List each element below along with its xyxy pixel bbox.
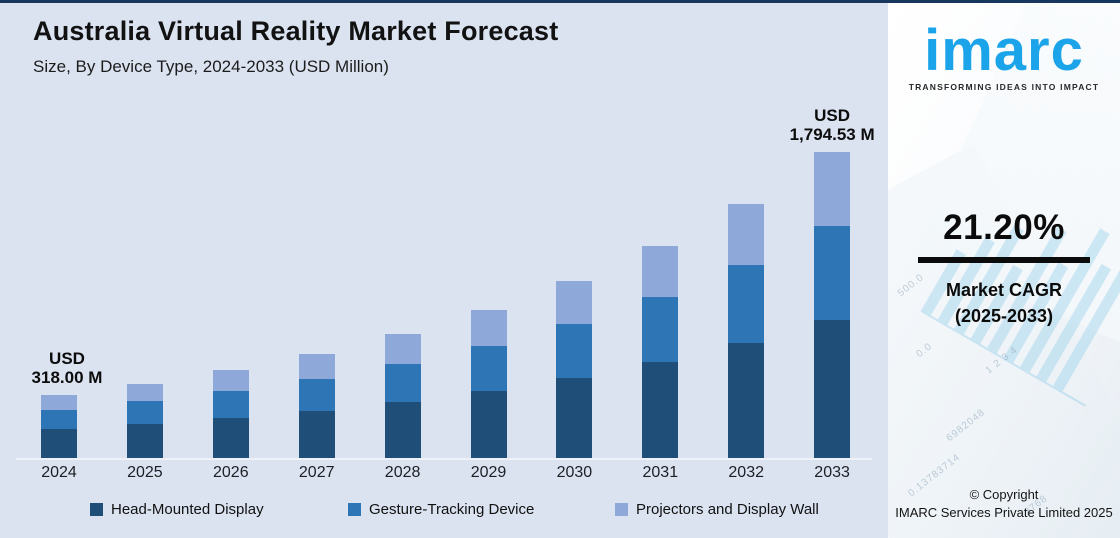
bar-segment [728,264,765,343]
bar-segment [814,319,851,458]
decor-number: 6982048 [944,407,988,444]
bar-2026 [212,370,249,458]
decor-paper-sheet [888,143,1120,538]
bar-2024 [41,394,77,458]
bar-segment [41,394,77,410]
bar-segment [126,383,163,402]
x-axis-label: 2027 [298,464,335,481]
bar-segment [41,428,77,458]
bar-segment [556,377,593,458]
bar-segment [212,418,249,458]
bar-segment [384,401,421,458]
imarc-wordmark: imarc [924,18,1084,83]
legend-label: Head-Mounted Display [111,501,264,518]
chart-subtitle: Size, By Device Type, 2024-2033 (USD Mil… [33,57,389,76]
legend-swatch [615,503,628,516]
bar-2031 [642,246,679,458]
bar-segment [41,409,77,429]
legend-label: Gesture-Tracking Device [369,501,535,518]
x-axis-label: 2031 [642,464,679,481]
legend-item: Head-Mounted Display [90,501,264,518]
plot-area: 2024 2025 2026 2027 2028 2029 2030 2031 2032 2033… [16,106,875,481]
cagr-label: Market CAGR (2025-2033) [888,277,1120,329]
cagr-underline [918,257,1090,263]
x-axis-label: 2025 [127,464,163,481]
bar-segment [212,370,249,392]
bar-segment [298,410,335,458]
bar-2027 [298,354,335,458]
copyright-line1: © Copyright [969,487,1039,502]
chart-legend: Head-Mounted Display Gesture-Tracking Dev… [0,501,888,525]
legend-label: Projectors and Display Wall [636,501,819,518]
chart-title: Australia Virtual Reality Market Forecas… [33,16,559,46]
bar-segment [298,354,335,380]
bar-segment [470,310,507,346]
bar-segment [556,323,593,378]
bar-segment [126,401,163,424]
bar-segment [728,203,765,265]
cagr-label-line1: Market CAGR [945,280,1063,300]
bar-segment [642,361,679,458]
bar-2029 [470,310,507,458]
bar-segment [126,423,163,458]
bar-value-annotation: USD 1,794.53 M [789,105,875,144]
copyright-line2: IMARC Services Private Limited 2025 [895,505,1113,520]
imarc-logo: imarc TRANSFORMING IDEAS INTO IMPACT [888,18,1120,93]
cagr-block: 21.20% Market CAGR (2025-2033) [888,208,1120,329]
bar-segment [728,342,765,458]
bar-segment [642,246,679,298]
x-axis-label: 2024 [41,464,77,481]
brand-panel: 500.0 0.0 1 2 3 4 6982048 0.13783714 2768 ima… [888,0,1120,538]
bar-segment [470,345,507,391]
decor-number: 1 2 3 4 [983,344,1020,377]
imarc-tagline: TRANSFORMING IDEAS INTO IMPACT [908,82,1100,92]
legend-swatch [348,503,361,516]
x-axis-label: 2026 [213,464,249,481]
legend-item: Gesture-Tracking Device [348,501,534,518]
cagr-label-line2: (2025-2033) [954,306,1054,326]
bar-segment [212,391,249,419]
bar-2030 [556,281,593,458]
x-axis-label: 2028 [384,464,421,481]
bar-segment [470,390,507,458]
bar-2032 [728,203,765,458]
bar-segment [814,151,851,226]
cagr-value: 21.20% [943,208,1065,247]
bar-segment [642,297,679,362]
bar-value-annotation: USD 318.00 M [31,348,103,387]
bar-2033 [814,151,851,458]
bar-segment [298,379,335,411]
x-axis-label: 2033 [814,464,850,481]
chart-panel: Australia Virtual Reality Market Forecas… [0,16,888,525]
decor-number: 0.0 [914,340,935,361]
legend-swatch [90,503,103,516]
copyright: © Copyright IMARC Services Private Limit… [888,486,1120,522]
top-border-strip [0,0,1120,3]
bar-segment [814,225,851,320]
bar-segment [384,364,421,402]
x-axis-label: 2030 [556,464,593,481]
bar-2025 [126,383,163,458]
bar-segment [384,334,421,365]
x-axis-label: 2032 [728,464,764,481]
bar-2028 [384,334,421,458]
x-axis-line [16,458,872,460]
legend-item: Projectors and Display Wall [615,501,819,518]
x-axis-label: 2029 [470,464,507,481]
bar-segment [556,281,593,324]
